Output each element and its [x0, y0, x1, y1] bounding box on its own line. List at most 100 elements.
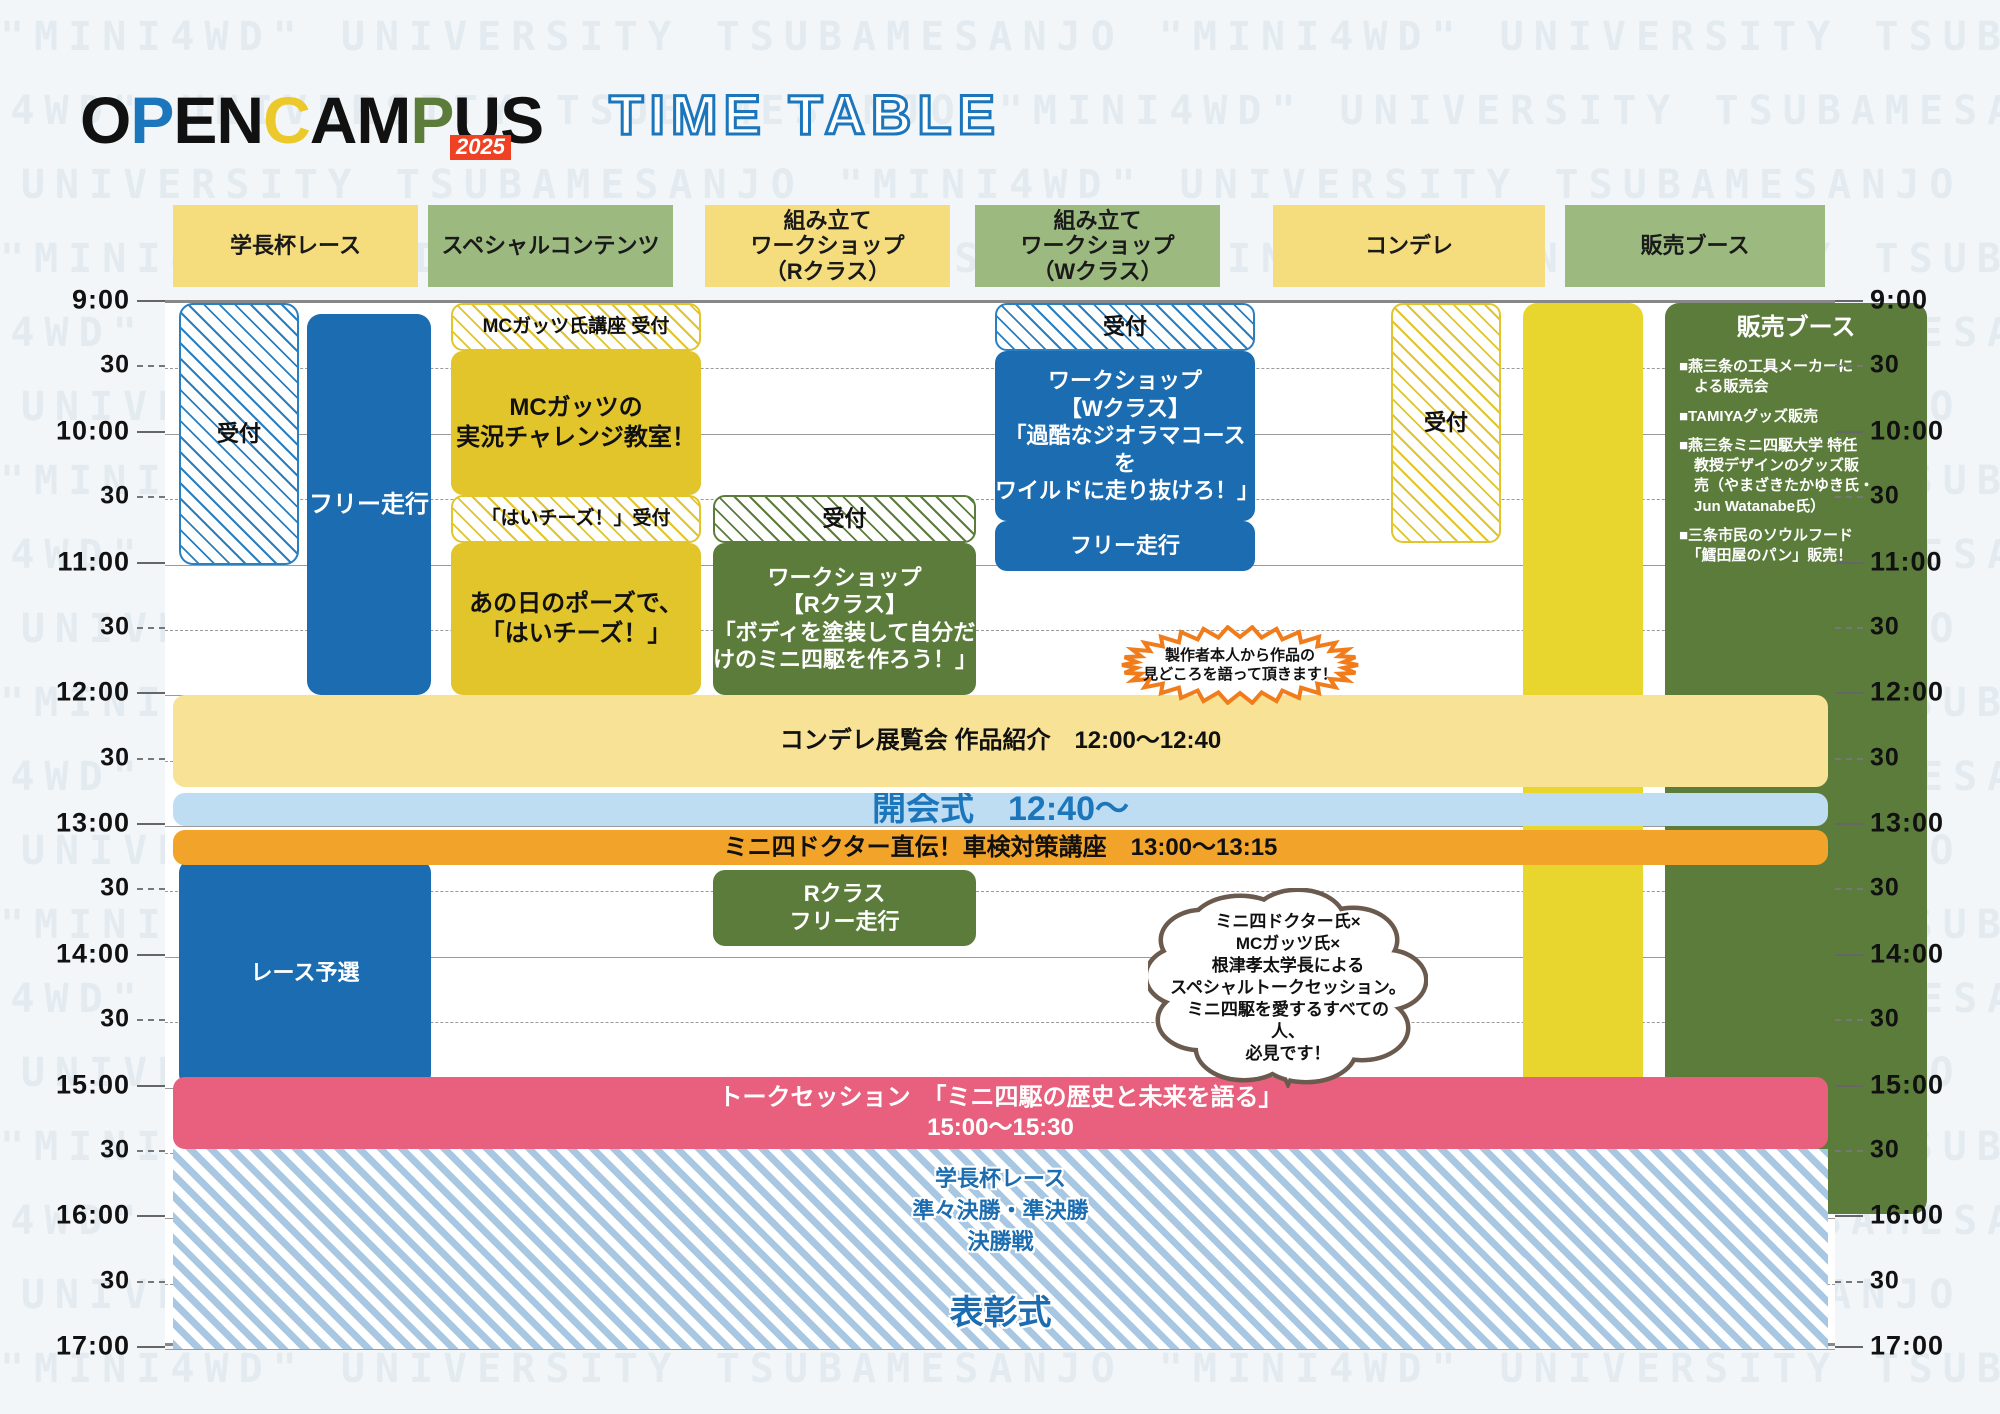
- cloud-shape: [1143, 887, 1429, 1090]
- axis-tick-left-30: [137, 888, 165, 891]
- column-header-c3: 組み立て ワークショップ （Rクラス）: [705, 205, 950, 287]
- time-label-left-16: 17:00: [55, 1330, 130, 1361]
- burst-callout-text: 製作者本人から作品の 見どころを語って頂きます！: [1143, 646, 1337, 684]
- axis-tick-right-13:00: [1835, 823, 1863, 825]
- time-label-right-12: 15:00: [1870, 1069, 1945, 1099]
- axis-tick-right-12:00: [1835, 692, 1863, 695]
- axis-tick-right-30: [1835, 365, 1863, 368]
- finals-line-1: 学長杯レース: [935, 1165, 1066, 1191]
- axis-tick-left-14:00: [137, 953, 165, 956]
- logo-letter-3: C: [263, 83, 311, 157]
- column-header-label: スペシャルコンテンツ: [441, 233, 660, 259]
- gridline-30: [165, 891, 1835, 893]
- axis-tick-right-30: [1835, 1019, 1863, 1022]
- gridline-30: [165, 629, 1835, 631]
- event-block-e11[interactable]: フリー走行: [995, 520, 1255, 572]
- event-label: 受付: [216, 421, 261, 446]
- burst-shape: [1121, 624, 1359, 706]
- logo-letter-2: EN: [173, 83, 264, 157]
- event-block-e15[interactable]: Rクラス フリー走行: [713, 869, 976, 946]
- subtitle-time-table: TIME TABLE: [608, 82, 1001, 148]
- event-label: 受付: [822, 505, 867, 531]
- event-block-finals-award[interactable]: 学長杯レース 準々決勝・準決勝 決勝戦 表彰式: [173, 1148, 1828, 1349]
- event-block-e08[interactable]: ワークショップ 【Rクラス】 「ボディを塗装して自分だ けのミニ四駆を作ろう！」: [713, 542, 976, 696]
- year-badge: 2025: [450, 135, 511, 160]
- logo-letter-4: AM: [309, 83, 412, 157]
- event-block-e02[interactable]: フリー走行: [307, 313, 431, 696]
- axis-tick-left-30: [137, 365, 165, 368]
- event-block-e05[interactable]: 「はいチーズ！」受付: [451, 494, 701, 543]
- axis-tick-left-30: [137, 626, 165, 629]
- axis-tick-right-9:00: [1835, 300, 1863, 302]
- axis-tick-right-30: [1835, 1149, 1863, 1152]
- axis-tick-right-30: [1835, 888, 1863, 891]
- time-label-left-4: 11:00: [57, 546, 130, 576]
- event-label: MCガッツの 実況チャレンジ教室！: [456, 393, 696, 451]
- time-label-right-6: 12:00: [1870, 676, 1945, 707]
- column-header-c1: 学長杯レース: [173, 205, 418, 287]
- event-block-e01[interactable]: 受付: [179, 303, 299, 565]
- logo-letter-0: O: [80, 83, 131, 157]
- cloud-callout: ミニ四ドクター氏× MCガッツ氏× 根津孝太学長による スペシャルトークセッショ…: [1143, 887, 1429, 1090]
- event-label: フリー走行: [309, 490, 429, 518]
- full-width-bar-b2[interactable]: 開会式 12:40〜: [173, 793, 1828, 826]
- sales-booth-item-0: ■燕三条の工具メーカーに よる販売会: [1679, 358, 1854, 396]
- full-width-bar-b4[interactable]: トークセッション 「ミニ四駆の歴史と未来を語る」 15:00〜15:30: [173, 1076, 1828, 1149]
- time-label-left-1: 30: [100, 350, 130, 379]
- time-label-right-16: 17:00: [1870, 1330, 1945, 1361]
- finals-award-ceremony: 表彰式: [949, 1294, 1052, 1333]
- event-label: 受付: [1102, 314, 1147, 340]
- time-label-right-8: 13:00: [1870, 807, 1945, 838]
- time-label-right-1: 30: [1870, 350, 1900, 379]
- axis-tick-right-17:00: [1835, 1346, 1863, 1348]
- full-width-bar-b3[interactable]: ミニ四ドクター直伝！車検対策講座 13:00〜13:15: [173, 830, 1828, 866]
- event-block-e03[interactable]: MCガッツ氏講座 受付: [451, 303, 701, 351]
- time-label-left-9: 30: [100, 873, 130, 902]
- gridline-30: [165, 1022, 1835, 1024]
- time-label-right-7: 30: [1870, 743, 1900, 772]
- event-label: 受付: [1423, 410, 1468, 436]
- event-block-e07[interactable]: 受付: [713, 494, 976, 543]
- sales-booth-item-1: ■TAMIYAグッズ販売: [1679, 407, 1819, 425]
- timetable-chart: 受付 フリー走行 レース予選 MCガッツ氏講座 受付 MCガッツの 実況チャレンジ教室！…: [165, 300, 1927, 1350]
- bar-label: ミニ四ドクター直伝！車検対策講座 13:00〜13:15: [723, 833, 1278, 861]
- event-block-e14[interactable]: レース予選: [179, 858, 431, 1088]
- column-header-c2: スペシャルコンテンツ: [428, 205, 673, 287]
- logo-open-campus: OPEN CAMPUS 2025: [80, 83, 544, 160]
- axis-tick-left-13:00: [137, 823, 165, 825]
- bar-label: トークセッション 「ミニ四駆の歴史と未来を語る」 15:00〜15:30: [718, 1083, 1283, 1141]
- axis-tick-right-15:00: [1835, 1084, 1863, 1087]
- time-label-left-0: 9:00: [71, 284, 130, 315]
- column-header-label: 組み立て ワークショップ （Rクラス）: [750, 208, 905, 284]
- column-header-c4: 組み立て ワークショップ （Wクラス）: [975, 205, 1220, 287]
- event-label: MCガッツ氏講座 受付: [482, 316, 670, 338]
- axis-tick-right-30: [1835, 626, 1863, 629]
- event-block-e06[interactable]: あの日のポーズで、 「はいチーズ！」: [451, 542, 701, 696]
- event-label: ワークショップ 【Wクラス】 「過酷なジオラマコースを ワイルドに走り抜けろ！」: [995, 368, 1255, 504]
- axis-tick-left-30: [137, 757, 165, 760]
- full-width-bar-b1[interactable]: コンデレ展覧会 作品紹介 12:00〜12:40: [173, 695, 1828, 787]
- time-label-left-5: 30: [100, 612, 130, 641]
- event-block-e04[interactable]: MCガッツの 実況チャレンジ教室！: [451, 350, 701, 495]
- time-label-right-3: 30: [1870, 481, 1900, 510]
- event-block-e09[interactable]: 受付: [995, 303, 1255, 351]
- finals-line-2: 準々決勝・準決勝: [912, 1197, 1089, 1223]
- logo-letter-5: P: [410, 83, 454, 157]
- event-block-e12[interactable]: 受付: [1391, 303, 1501, 543]
- timetable-plot: 受付 フリー走行 レース予選 MCガッツ氏講座 受付 MCガッツの 実況チャレンジ教室！…: [165, 300, 1927, 1350]
- axis-tick-right-30: [1835, 496, 1863, 499]
- event-block-e10[interactable]: ワークショップ 【Wクラス】 「過酷なジオラマコースを ワイルドに走り抜けろ！」: [995, 350, 1255, 521]
- column-header-label: 販売ブース: [1640, 233, 1750, 259]
- sales-booth-item-2: ■燕三条ミニ四駆大学 特任 教授デザインのグッズ販 売（やまざきたかゆき氏・ J…: [1679, 436, 1875, 515]
- axis-tick-right-16:00: [1835, 1215, 1863, 1218]
- axis-tick-right-11:00: [1835, 561, 1863, 564]
- time-label-left-10: 14:00: [55, 938, 130, 969]
- burst-callout: 製作者本人から作品の 見どころを語って頂きます！: [1120, 624, 1360, 706]
- time-label-right-13: 30: [1870, 1135, 1900, 1164]
- column-header-label: 学長杯レース: [230, 233, 361, 259]
- event-label: 「はいチーズ！」受付: [481, 507, 671, 529]
- time-label-right-14: 16:00: [1870, 1199, 1945, 1230]
- time-label-left-3: 30: [100, 481, 130, 510]
- time-label-left-14: 16:00: [55, 1199, 130, 1230]
- axis-tick-left-9:00: [137, 300, 165, 302]
